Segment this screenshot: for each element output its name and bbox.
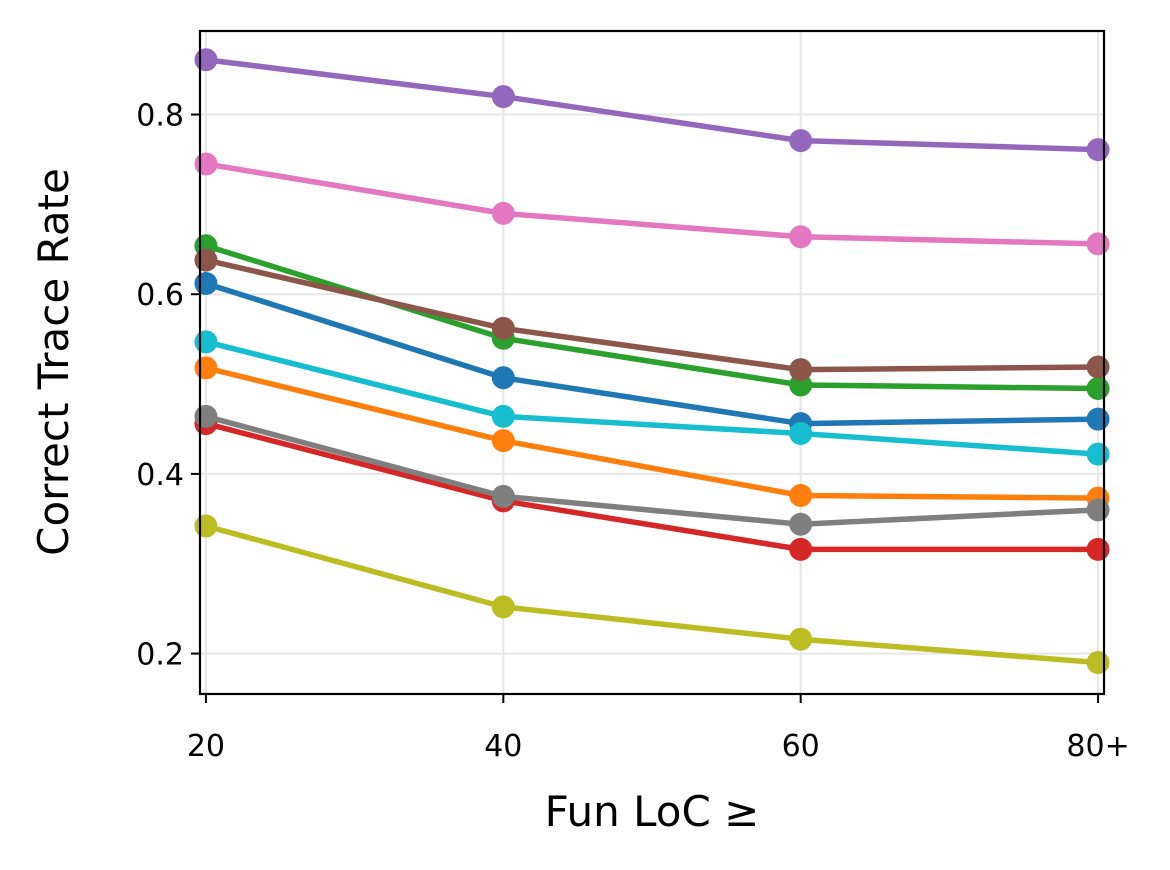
series-series-6 <box>194 248 1110 382</box>
series-line <box>203 257 1101 373</box>
y-tick-label: 0.4 <box>136 458 184 493</box>
data-point <box>789 129 813 153</box>
data-point <box>491 404 515 428</box>
series-line <box>203 420 1101 553</box>
y-axis-title: Correct Trace Rate <box>29 168 78 556</box>
data-point <box>491 429 515 453</box>
series-series-7 <box>194 152 1110 256</box>
data-point <box>1086 232 1110 256</box>
data-point <box>1086 138 1110 162</box>
data-point <box>194 48 218 72</box>
series-line <box>203 523 1101 666</box>
series-line <box>203 339 1101 457</box>
data-point <box>789 483 813 507</box>
data-point <box>1086 537 1110 561</box>
series-line <box>203 365 1101 501</box>
series-series-9 <box>194 514 1110 675</box>
series-line <box>203 161 1101 247</box>
data-point <box>789 627 813 651</box>
data-point <box>491 85 515 109</box>
y-tick-label: 0.2 <box>136 638 184 673</box>
data-point <box>1086 498 1110 522</box>
data-point <box>789 225 813 249</box>
series-series-5 <box>194 48 1110 162</box>
x-tick-label: 80+ <box>1066 729 1129 764</box>
series-series-2 <box>194 356 1110 510</box>
data-point <box>194 404 218 428</box>
series-group <box>194 48 1110 675</box>
series-series-4 <box>194 412 1110 561</box>
data-point <box>194 330 218 354</box>
x-tick-label: 20 <box>187 729 225 764</box>
data-point <box>194 356 218 380</box>
plot-frame <box>198 29 1106 696</box>
y-tick-label: 0.6 <box>136 278 184 313</box>
data-point <box>491 366 515 390</box>
data-point <box>491 316 515 340</box>
data-point <box>1086 377 1110 401</box>
data-point <box>194 248 218 272</box>
data-point <box>491 484 515 508</box>
series-line <box>203 413 1101 527</box>
x-axis-title: Fun LoC ≥ <box>545 787 760 836</box>
data-point <box>789 358 813 382</box>
data-point <box>789 421 813 445</box>
series-line <box>203 56 1101 153</box>
x-tick-label: 40 <box>484 729 522 764</box>
series-series-1 <box>194 271 1110 436</box>
data-point <box>194 271 218 295</box>
data-point <box>1086 355 1110 379</box>
data-point <box>1086 407 1110 431</box>
data-point <box>491 201 515 225</box>
data-point <box>789 512 813 536</box>
series-line <box>203 280 1101 427</box>
ticks: 20 40 60 80+ 0.2 0.4 0.6 0.8 <box>136 99 1129 764</box>
data-point <box>491 595 515 619</box>
data-point <box>194 152 218 176</box>
data-point <box>194 514 218 538</box>
x-tick-label: 60 <box>782 729 820 764</box>
data-point <box>789 537 813 561</box>
series-series-8 <box>194 404 1110 536</box>
data-point <box>1086 651 1110 675</box>
y-tick-label: 0.8 <box>136 99 184 134</box>
data-point <box>1086 442 1110 466</box>
